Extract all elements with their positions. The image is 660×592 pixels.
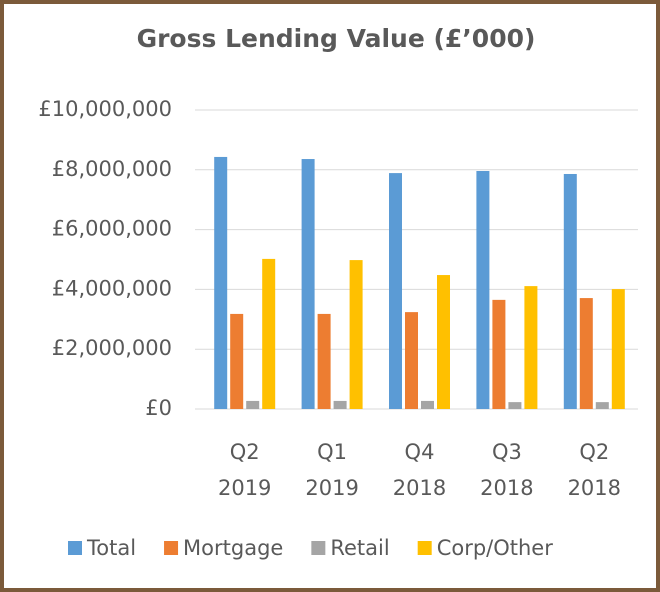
- bar: [389, 173, 402, 409]
- bar: [317, 313, 331, 409]
- bar: [246, 400, 260, 409]
- y-tick-label: £10,000,000: [38, 97, 172, 121]
- x-tick-label: Q1 2019: [305, 440, 358, 500]
- bar: [492, 299, 506, 409]
- bar: [524, 286, 538, 409]
- bar: [349, 260, 363, 409]
- y-tick-label: £8,000,000: [52, 157, 172, 181]
- bar: [508, 402, 522, 409]
- chart-title: Gross Lending Value (£’000): [137, 24, 536, 53]
- bar: [563, 173, 577, 409]
- legend-label: Mortgage: [183, 536, 283, 560]
- bar: [476, 170, 490, 409]
- legend-label: Corp/Other: [437, 536, 554, 560]
- bar: [230, 313, 244, 409]
- legend-swatch: [311, 541, 326, 555]
- bar: [405, 312, 418, 409]
- y-tick-label: £4,000,000: [52, 276, 172, 300]
- x-tick-label: Q3 2018: [480, 440, 533, 500]
- bar: [579, 298, 593, 409]
- legend-label: Retail: [330, 536, 389, 560]
- y-tick-label: £0: [145, 396, 172, 420]
- bar: [262, 258, 276, 409]
- bar: [333, 400, 347, 409]
- bar: [421, 400, 434, 409]
- legend-label: Total: [86, 536, 136, 560]
- y-tick-label: £2,000,000: [52, 336, 172, 360]
- bar: [214, 156, 228, 409]
- bar: [595, 402, 609, 409]
- bar: [437, 275, 450, 409]
- x-tick-label: Q2 2018: [568, 440, 621, 500]
- x-tick-label: Q4 2018: [393, 440, 446, 500]
- bar: [301, 159, 315, 409]
- x-tick-label: Q2 2019: [218, 440, 271, 500]
- bar: [611, 289, 625, 409]
- y-tick-label: £6,000,000: [52, 217, 172, 241]
- legend-swatch: [417, 541, 432, 555]
- legend-swatch: [68, 541, 82, 555]
- legend-swatch: [164, 541, 179, 555]
